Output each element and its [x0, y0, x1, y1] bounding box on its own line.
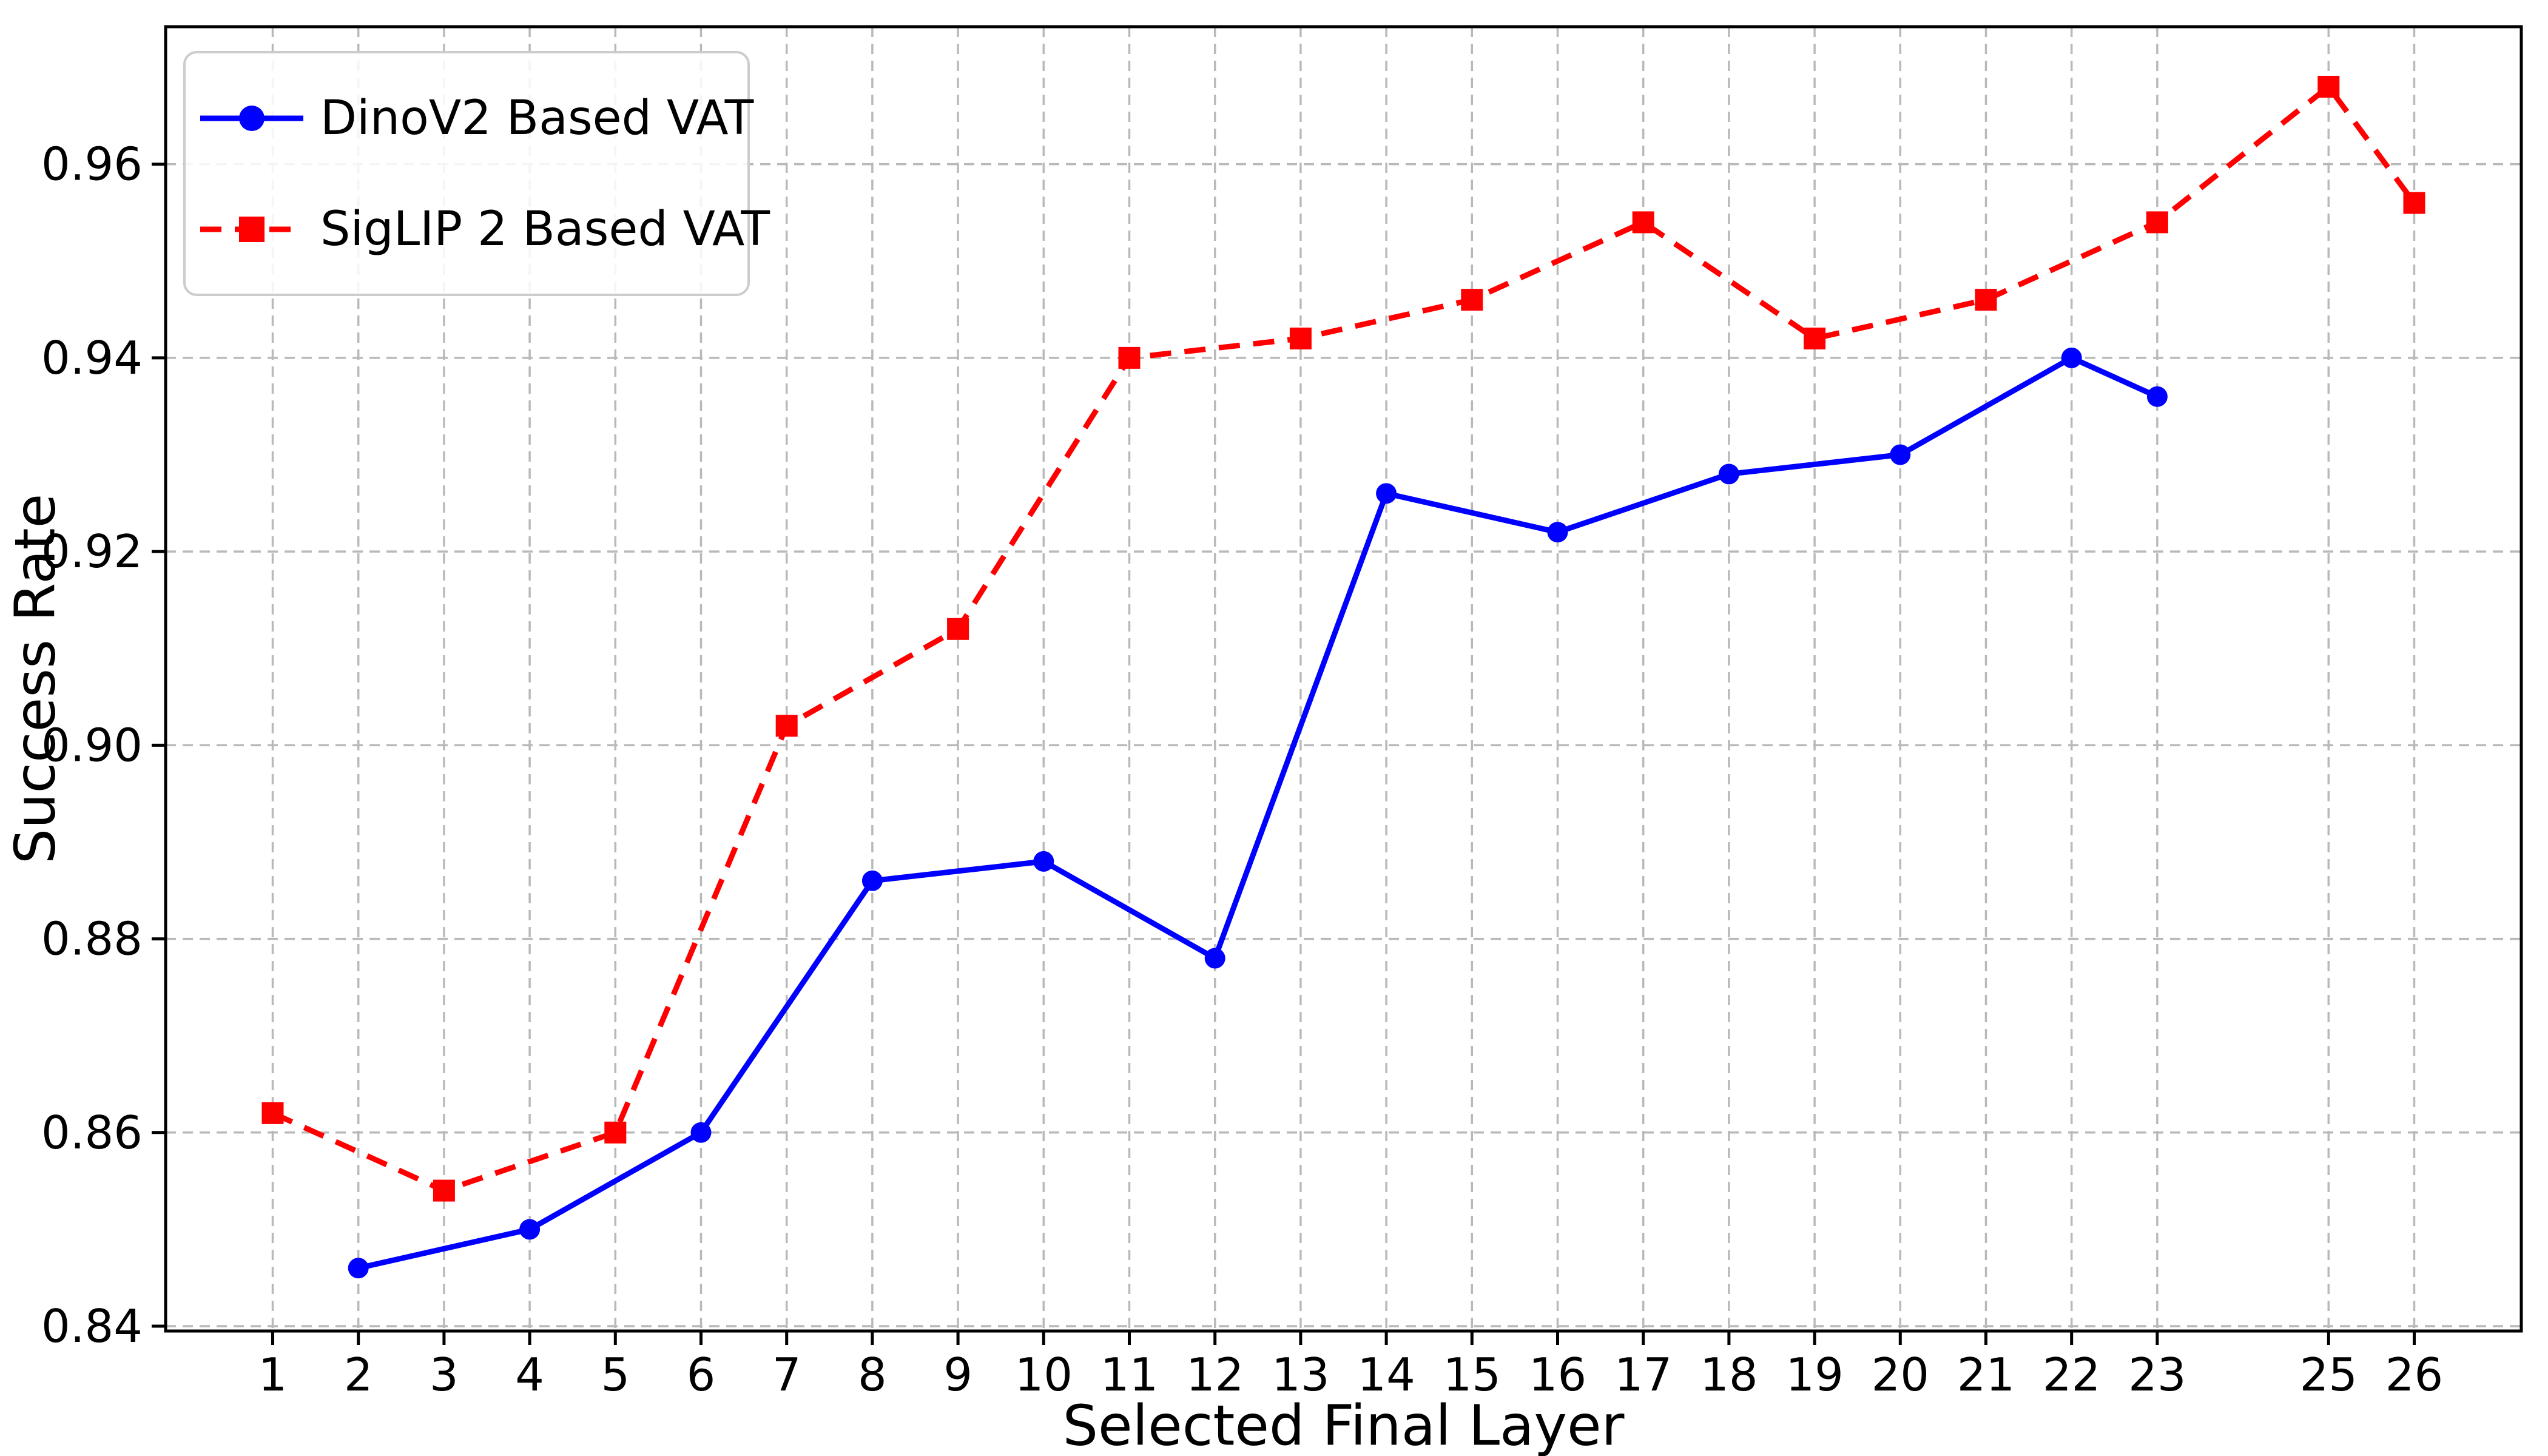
x-tick-label: 10 [1015, 1348, 1073, 1401]
data-point-circle [1547, 522, 1568, 543]
data-point-square [947, 618, 969, 640]
data-point-circle [2061, 347, 2082, 368]
data-point-square [604, 1121, 627, 1144]
y-axis-label: Success Rate [3, 494, 68, 864]
x-tick-label: 11 [1100, 1348, 1158, 1401]
series-line [271, 84, 2417, 1194]
data-point-square [2146, 211, 2168, 234]
x-tick-label: 1 [258, 1348, 288, 1401]
x-tick-label: 26 [2385, 1348, 2443, 1401]
y-tick-label: 0.86 [41, 1106, 143, 1159]
data-point-square [1804, 327, 1826, 349]
legend-marker-square [239, 217, 265, 242]
y-tick-label: 0.90 [41, 718, 143, 772]
x-tick-label: 14 [1357, 1348, 1415, 1401]
y-tick-label: 0.96 [41, 138, 143, 191]
axes-layer: 1 2 3 4 5 6 7 8 9 10 11 12 13 14 15 16 17 18 19 20 21 22 23 25 2… [41, 138, 2443, 1401]
data-point-circle [2146, 386, 2168, 407]
x-tick-label: 25 [2300, 1348, 2358, 1401]
data-point-circle [1376, 483, 1397, 504]
x-tick-label: 13 [1272, 1348, 1329, 1401]
legend-label: SigLIP 2 Based VAT [320, 202, 770, 257]
data-point-circle [690, 1122, 712, 1143]
series-line [357, 355, 2159, 1271]
legend-marker-circle [239, 106, 265, 131]
y-tick-label: 0.94 [41, 331, 143, 385]
x-tick-label: 8 [858, 1348, 887, 1401]
x-tick-label: 16 [1529, 1348, 1586, 1401]
data-point-square [2403, 192, 2425, 214]
x-tick-label: 6 [687, 1348, 716, 1401]
x-tick-label: 3 [430, 1348, 459, 1401]
legend-entry-dinov2: DinoV2 Based VAT [200, 91, 754, 146]
x-tick-label: 20 [1872, 1348, 1929, 1401]
plot-border [164, 25, 2523, 1333]
x-tick-label: 21 [1957, 1348, 2015, 1401]
series-siglip2 [261, 75, 2425, 1202]
data-point-square [1118, 346, 1141, 369]
x-tick-label: 17 [1614, 1348, 1672, 1401]
legend-box [183, 51, 750, 296]
data-point-circle [519, 1219, 541, 1240]
x-tick-label: 23 [2128, 1348, 2186, 1401]
legend: DinoV2 Based VAT SigLIP 2 Based VAT [183, 51, 770, 296]
y-tick-label: 0.88 [41, 912, 143, 966]
x-axis-label: Selected Final Layer [1063, 1394, 1625, 1456]
data-point-square [1975, 289, 1997, 311]
x-tick-label: 4 [515, 1348, 544, 1401]
x-tick-label: 5 [601, 1348, 630, 1401]
x-tick-label: 22 [2043, 1348, 2100, 1401]
x-tick-label: 18 [1700, 1348, 1758, 1401]
data-point-square [1632, 211, 1654, 234]
data-point-square [2317, 75, 2340, 98]
y-tick-label: 0.92 [41, 525, 143, 578]
data-point-circle [1204, 948, 1225, 969]
x-tick-label: 19 [1785, 1348, 1843, 1401]
data-point-square [261, 1102, 284, 1124]
data-point-circle [1033, 851, 1054, 872]
data-point-circle [1890, 444, 1911, 465]
x-tick-label: 12 [1186, 1348, 1244, 1401]
data-point-circle [348, 1258, 369, 1279]
x-tick-label: 2 [344, 1348, 373, 1401]
data-point-square [433, 1179, 455, 1202]
x-tick-label: 7 [772, 1348, 801, 1401]
x-tick-label: 9 [943, 1348, 972, 1401]
legend-label: DinoV2 Based VAT [320, 91, 754, 146]
data-point-square [1461, 289, 1483, 311]
data-point-circle [1718, 463, 1739, 485]
data-point-circle [861, 870, 883, 891]
data-point-square [1289, 327, 1312, 349]
legend-entry-siglip2: SigLIP 2 Based VAT [200, 202, 770, 257]
x-tick-label: 15 [1443, 1348, 1501, 1401]
y-tick-label: 0.84 [41, 1299, 143, 1353]
data-point-square [775, 715, 798, 737]
series-dinov2 [348, 347, 2168, 1279]
